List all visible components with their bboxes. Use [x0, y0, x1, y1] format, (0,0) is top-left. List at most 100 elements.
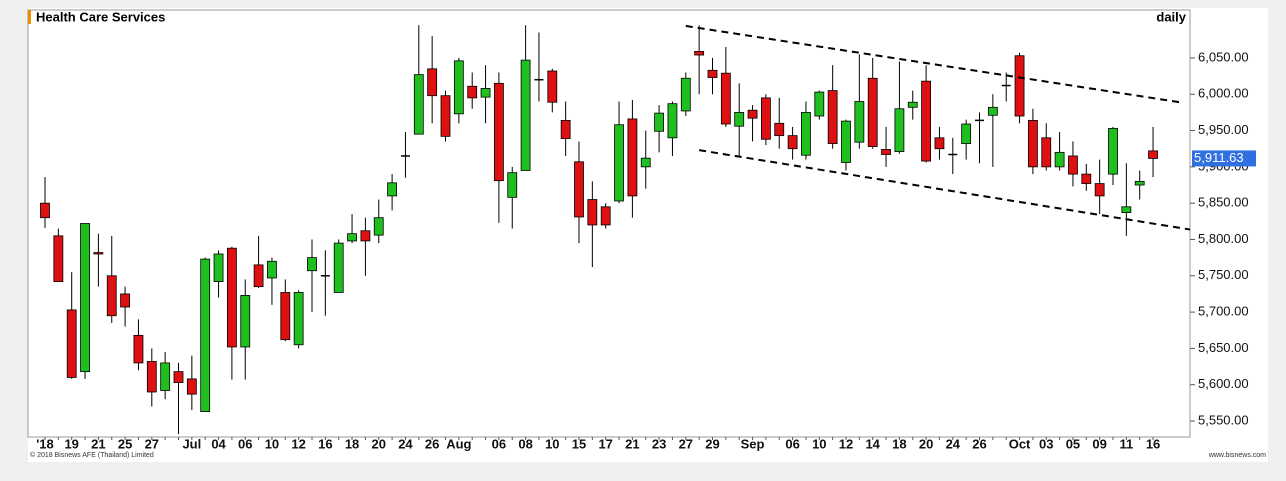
x-tick-label: 27 [145, 436, 159, 451]
candle-body [160, 362, 171, 391]
x-tick-label: Aug [446, 436, 471, 451]
x-tick-label: 04 [211, 436, 226, 451]
candle-body [600, 206, 611, 226]
candle-body [493, 82, 504, 182]
x-tick-label: 19 [64, 436, 78, 451]
candle-body [347, 233, 357, 242]
x-tick-label: 18 [892, 436, 906, 451]
candle-body [40, 202, 50, 219]
x-tick-label: Oct [1009, 436, 1031, 451]
candle-body [640, 157, 651, 168]
y-tick-label: 5,600.00 [1198, 376, 1249, 391]
x-tick-label: 25 [118, 436, 132, 451]
candle-body [387, 182, 398, 197]
x-tick-label: 24 [398, 436, 413, 451]
candle-body [520, 59, 531, 171]
candle-body [120, 293, 130, 308]
y-tick-label: 5,950.00 [1198, 122, 1249, 137]
y-tick-label: 5,800.00 [1198, 231, 1249, 246]
candle-body [747, 109, 758, 119]
candle-body [801, 111, 811, 156]
x-tick-label: 16 [1146, 436, 1160, 451]
candle-body [694, 50, 705, 56]
x-tick-label: 27 [679, 436, 693, 451]
candle-body [667, 103, 678, 139]
candle-body [413, 74, 424, 135]
x-tick-label: 23 [652, 436, 666, 451]
candle-body [587, 199, 598, 226]
x-tick-label: 21 [625, 436, 639, 451]
candle-body [267, 260, 277, 279]
candle-body [680, 77, 691, 112]
y-tick-label: 5,850.00 [1198, 195, 1249, 210]
candle-body [1028, 119, 1038, 168]
candle-body [293, 292, 304, 346]
candle-body [1094, 183, 1105, 197]
x-tick-label: 26 [425, 436, 439, 451]
candle-body [934, 137, 945, 150]
x-tick-label: 10 [545, 436, 559, 451]
candle-body [787, 135, 798, 150]
candle-body [200, 258, 211, 412]
candle-body [280, 292, 291, 341]
x-tick-label: 14 [865, 436, 880, 451]
candle-body [614, 124, 624, 202]
candle-body [453, 60, 464, 115]
candle-body [186, 378, 197, 395]
candle-body [1068, 155, 1078, 175]
y-tick-label: 6,050.00 [1198, 49, 1249, 64]
last-price-label: 5,911.63 [1194, 150, 1244, 165]
plot [40, 24, 1190, 435]
candle-body [173, 371, 184, 383]
candle-body [921, 80, 931, 162]
x-tick-label: Jul [182, 436, 201, 451]
candle-body [480, 88, 491, 98]
x-tick-label: 20 [372, 436, 386, 451]
candle-body [106, 275, 117, 317]
candle-body [146, 361, 157, 393]
x-tick-label: 09 [1092, 436, 1106, 451]
x-tick-label: 18 [345, 436, 359, 451]
candle-body [1121, 206, 1132, 214]
candle-body [574, 161, 584, 218]
candle-body [80, 223, 90, 373]
interval-label: daily [1156, 9, 1186, 24]
candle-body [1148, 150, 1158, 159]
x-tick-label: 11 [1119, 436, 1133, 451]
candle-body [654, 112, 664, 132]
candle-body [1014, 55, 1025, 117]
candle-body [1054, 151, 1065, 168]
candle-body [894, 108, 905, 153]
x-tick-label: 10 [265, 436, 279, 451]
x-tick-label: 06 [785, 436, 799, 451]
candle-body [774, 122, 785, 137]
candle-body [881, 149, 891, 155]
candle-body [841, 120, 851, 163]
candle-body [707, 69, 718, 78]
x-tick-label: 12 [839, 436, 853, 451]
candle-body [560, 119, 571, 139]
x-tick-label: 08 [518, 436, 532, 451]
candle-body [333, 242, 344, 293]
x-tick-label: Sep [741, 436, 765, 451]
candle-body [720, 72, 731, 125]
copyright: © 2018 Bisnews AFE (Thailand) Limited [30, 451, 154, 459]
y-tick-label: 5,550.00 [1198, 412, 1249, 427]
candle-body [53, 235, 64, 282]
y-tick-label: 5,700.00 [1198, 304, 1249, 319]
x-tick-label: 29 [705, 436, 719, 451]
candle-body [907, 101, 918, 108]
x-tick-label: 05 [1066, 436, 1080, 451]
candle-body [1041, 137, 1052, 168]
candle-body [761, 97, 771, 140]
x-tick-label: 21 [91, 436, 105, 451]
x-tick-label: 26 [972, 436, 986, 451]
candle-body [427, 68, 438, 97]
last-price-box [1192, 150, 1256, 167]
candle-body [373, 217, 384, 236]
candle-body [440, 95, 451, 137]
x-tick-label: 10 [812, 436, 826, 451]
x-tick-label: 06 [238, 436, 252, 451]
candle-body [66, 309, 77, 378]
